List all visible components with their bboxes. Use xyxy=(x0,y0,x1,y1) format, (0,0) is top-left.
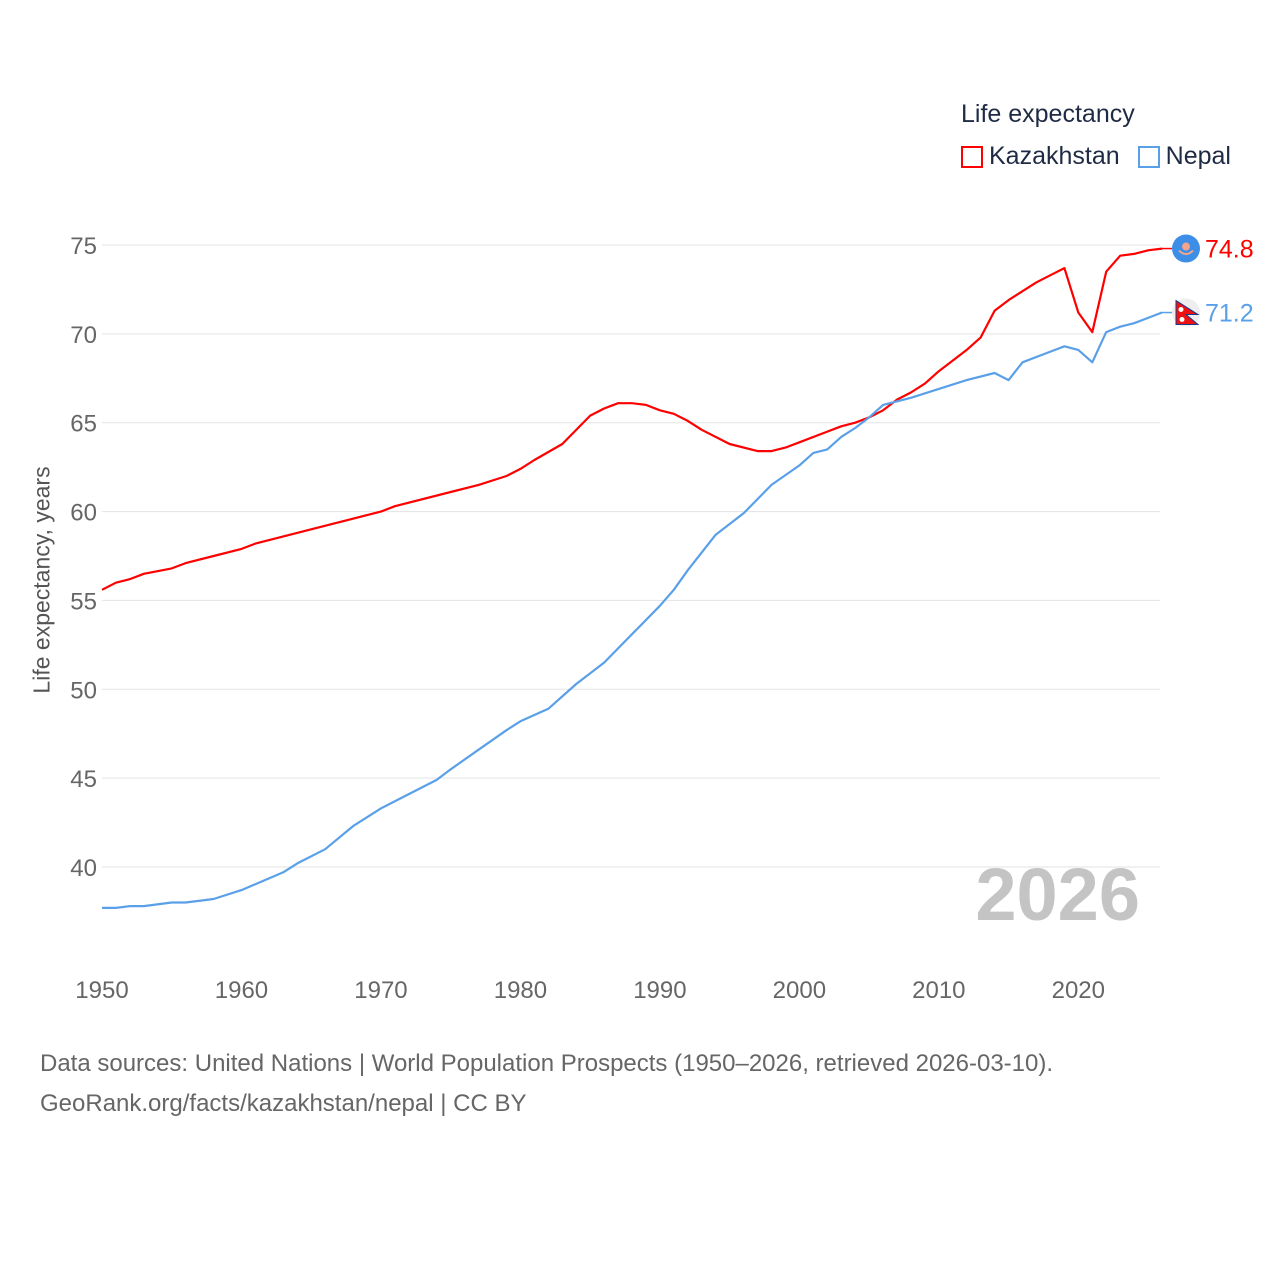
y-tick-label: 70 xyxy=(70,322,97,349)
x-tick-label: 2020 xyxy=(1052,977,1105,1004)
y-tick-label: 55 xyxy=(70,588,97,615)
data-sources: Data sources: United Nations | World Pop… xyxy=(40,1050,1054,1077)
x-tick-label: 1990 xyxy=(633,977,686,1004)
x-tick-label: 2010 xyxy=(912,977,965,1004)
x-tick-label: 1980 xyxy=(494,977,547,1004)
y-axis-ticks: 40 45 50 55 60 65 70 75 xyxy=(70,233,97,882)
x-tick-label: 1970 xyxy=(354,977,407,1004)
flag-icon-nepal xyxy=(1172,298,1200,327)
legend-label-kazakhstan: Kazakhstan xyxy=(989,142,1120,170)
footer: Data sources: United Nations | World Pop… xyxy=(40,1044,1053,1124)
x-tick-label: 2000 xyxy=(773,977,826,1004)
legend-item-kazakhstan[interactable]: Kazakhstan xyxy=(961,142,1120,171)
series-line-nepal xyxy=(102,311,1163,909)
y-axis-label: Life expectancy, years xyxy=(28,466,55,694)
y-tick-label: 65 xyxy=(70,411,97,438)
x-tick-label: 1960 xyxy=(215,977,268,1004)
x-axis-ticks: 1950 1960 1970 1980 1990 2000 2010 2020 xyxy=(75,977,1105,1004)
y-tick-label: 50 xyxy=(70,677,97,704)
y-tick-label: 40 xyxy=(70,855,97,882)
y-tick-label: 60 xyxy=(70,500,97,527)
legend-swatch-nepal xyxy=(1137,145,1160,168)
legend-swatch-kazakhstan xyxy=(961,145,983,168)
legend: Kazakhstan Nepal xyxy=(961,142,1231,171)
x-tick-label: 1950 xyxy=(75,977,128,1004)
legend-label-nepal: Nepal xyxy=(1165,142,1231,170)
series-lines xyxy=(101,247,1163,909)
legend-title: Life expectancy xyxy=(961,100,1135,128)
year-watermark: 2026 xyxy=(975,853,1140,936)
y-tick-label: 45 xyxy=(70,766,97,793)
source-link[interactable]: GeoRank.org/facts/kazakhstan/nepal | CC … xyxy=(40,1090,527,1117)
flag-icon-kazakhstan xyxy=(1172,234,1200,263)
y-tick-label: 75 xyxy=(70,233,97,260)
series-line-kazakhstan xyxy=(101,247,1163,591)
series-end-labels: 74.8 71.2 xyxy=(1162,234,1254,328)
end-value-kazakhstan: 74.8 xyxy=(1205,236,1254,264)
legend-item-nepal[interactable]: Nepal xyxy=(1137,142,1231,171)
gridlines xyxy=(102,244,1160,868)
end-value-nepal: 71.2 xyxy=(1205,300,1254,328)
